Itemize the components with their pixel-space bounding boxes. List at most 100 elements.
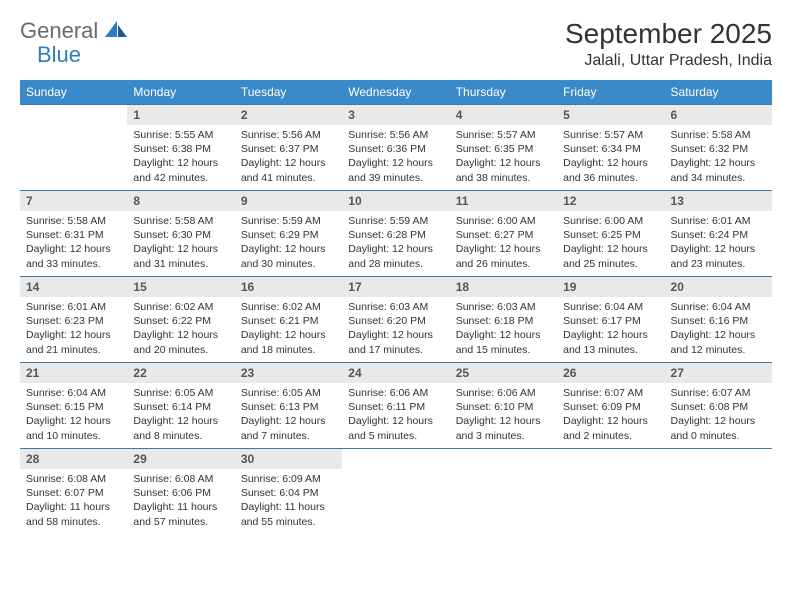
weekday-header: Thursday — [450, 80, 557, 105]
sunrise-text: Sunrise: 5:57 AM — [563, 128, 658, 142]
sunset-text: Sunset: 6:08 PM — [671, 400, 766, 414]
logo-text-general: General — [20, 18, 98, 44]
sunrise-text: Sunrise: 5:58 AM — [133, 214, 228, 228]
calendar-cell: 28Sunrise: 6:08 AMSunset: 6:07 PMDayligh… — [20, 449, 127, 535]
daylight-text: Daylight: 12 hours — [456, 414, 551, 428]
day-details: Sunrise: 6:08 AMSunset: 6:06 PMDaylight:… — [127, 469, 234, 533]
daylight-text: and 57 minutes. — [133, 515, 228, 529]
sunset-text: Sunset: 6:11 PM — [348, 400, 443, 414]
calendar-cell — [557, 449, 664, 535]
daylight-text: Daylight: 12 hours — [241, 328, 336, 342]
day-details: Sunrise: 5:58 AMSunset: 6:31 PMDaylight:… — [20, 211, 127, 275]
day-number: 19 — [557, 277, 664, 297]
daylight-text: and 3 minutes. — [456, 429, 551, 443]
sunrise-text: Sunrise: 6:07 AM — [671, 386, 766, 400]
day-details: Sunrise: 6:06 AMSunset: 6:11 PMDaylight:… — [342, 383, 449, 447]
day-details: Sunrise: 6:02 AMSunset: 6:21 PMDaylight:… — [235, 297, 342, 361]
weekday-header: Sunday — [20, 80, 127, 105]
logo-blue-row: Blue — [37, 42, 81, 68]
day-number: 30 — [235, 449, 342, 469]
daylight-text: and 38 minutes. — [456, 171, 551, 185]
daylight-text: Daylight: 12 hours — [348, 242, 443, 256]
sunrise-text: Sunrise: 5:58 AM — [26, 214, 121, 228]
daylight-text: and 25 minutes. — [563, 257, 658, 271]
daylight-text: and 21 minutes. — [26, 343, 121, 357]
daylight-text: and 58 minutes. — [26, 515, 121, 529]
daylight-text: and 0 minutes. — [671, 429, 766, 443]
day-number: 7 — [20, 191, 127, 211]
daylight-text: Daylight: 12 hours — [671, 242, 766, 256]
day-number: 25 — [450, 363, 557, 383]
daylight-text: and 42 minutes. — [133, 171, 228, 185]
sunset-text: Sunset: 6:15 PM — [26, 400, 121, 414]
sunrise-text: Sunrise: 6:04 AM — [563, 300, 658, 314]
daylight-text: and 5 minutes. — [348, 429, 443, 443]
day-number: 14 — [20, 277, 127, 297]
sunset-text: Sunset: 6:06 PM — [133, 486, 228, 500]
header: General September 2025 Jalali, Uttar Pra… — [20, 18, 772, 70]
daylight-text: Daylight: 12 hours — [456, 156, 551, 170]
day-number: 23 — [235, 363, 342, 383]
day-details: Sunrise: 6:01 AMSunset: 6:23 PMDaylight:… — [20, 297, 127, 361]
daylight-text: and 41 minutes. — [241, 171, 336, 185]
daylight-text: and 15 minutes. — [456, 343, 551, 357]
daylight-text: Daylight: 12 hours — [26, 328, 121, 342]
logo-text-blue: Blue — [37, 42, 81, 67]
daylight-text: Daylight: 11 hours — [241, 500, 336, 514]
sunrise-text: Sunrise: 6:09 AM — [241, 472, 336, 486]
weekday-header: Monday — [127, 80, 234, 105]
sunset-text: Sunset: 6:13 PM — [241, 400, 336, 414]
sunrise-text: Sunrise: 6:05 AM — [241, 386, 336, 400]
calendar-week-row: 1Sunrise: 5:55 AMSunset: 6:38 PMDaylight… — [20, 105, 772, 191]
daylight-text: and 13 minutes. — [563, 343, 658, 357]
day-number: 12 — [557, 191, 664, 211]
day-number: 4 — [450, 105, 557, 125]
daylight-text: and 8 minutes. — [133, 429, 228, 443]
calendar-cell: 27Sunrise: 6:07 AMSunset: 6:08 PMDayligh… — [665, 363, 772, 449]
day-details: Sunrise: 5:56 AMSunset: 6:36 PMDaylight:… — [342, 125, 449, 189]
day-details: Sunrise: 6:04 AMSunset: 6:16 PMDaylight:… — [665, 297, 772, 361]
daylight-text: Daylight: 12 hours — [563, 414, 658, 428]
daylight-text: and 55 minutes. — [241, 515, 336, 529]
day-details: Sunrise: 6:00 AMSunset: 6:27 PMDaylight:… — [450, 211, 557, 275]
daylight-text: Daylight: 12 hours — [348, 156, 443, 170]
daylight-text: and 18 minutes. — [241, 343, 336, 357]
sunrise-text: Sunrise: 6:05 AM — [133, 386, 228, 400]
sunrise-text: Sunrise: 6:03 AM — [348, 300, 443, 314]
calendar-cell: 2Sunrise: 5:56 AMSunset: 6:37 PMDaylight… — [235, 105, 342, 191]
calendar-cell: 24Sunrise: 6:06 AMSunset: 6:11 PMDayligh… — [342, 363, 449, 449]
calendar-week-row: 14Sunrise: 6:01 AMSunset: 6:23 PMDayligh… — [20, 277, 772, 363]
day-details: Sunrise: 6:03 AMSunset: 6:20 PMDaylight:… — [342, 297, 449, 361]
title-block: September 2025 Jalali, Uttar Pradesh, In… — [565, 18, 772, 70]
calendar-cell: 22Sunrise: 6:05 AMSunset: 6:14 PMDayligh… — [127, 363, 234, 449]
day-details: Sunrise: 6:06 AMSunset: 6:10 PMDaylight:… — [450, 383, 557, 447]
calendar-week-row: 28Sunrise: 6:08 AMSunset: 6:07 PMDayligh… — [20, 449, 772, 535]
sunset-text: Sunset: 6:31 PM — [26, 228, 121, 242]
calendar-cell: 6Sunrise: 5:58 AMSunset: 6:32 PMDaylight… — [665, 105, 772, 191]
calendar-body: 1Sunrise: 5:55 AMSunset: 6:38 PMDaylight… — [20, 105, 772, 535]
day-details: Sunrise: 5:59 AMSunset: 6:28 PMDaylight:… — [342, 211, 449, 275]
day-number: 24 — [342, 363, 449, 383]
day-number: 2 — [235, 105, 342, 125]
day-details: Sunrise: 6:05 AMSunset: 6:14 PMDaylight:… — [127, 383, 234, 447]
day-number: 15 — [127, 277, 234, 297]
sunset-text: Sunset: 6:18 PM — [456, 314, 551, 328]
month-title: September 2025 — [565, 18, 772, 50]
sunset-text: Sunset: 6:09 PM — [563, 400, 658, 414]
daylight-text: Daylight: 12 hours — [241, 414, 336, 428]
daylight-text: and 10 minutes. — [26, 429, 121, 443]
day-number: 3 — [342, 105, 449, 125]
daylight-text: and 26 minutes. — [456, 257, 551, 271]
weekday-header: Tuesday — [235, 80, 342, 105]
day-number: 17 — [342, 277, 449, 297]
sunset-text: Sunset: 6:20 PM — [348, 314, 443, 328]
day-number: 20 — [665, 277, 772, 297]
calendar-cell: 30Sunrise: 6:09 AMSunset: 6:04 PMDayligh… — [235, 449, 342, 535]
day-details: Sunrise: 5:58 AMSunset: 6:30 PMDaylight:… — [127, 211, 234, 275]
location: Jalali, Uttar Pradesh, India — [565, 52, 772, 70]
calendar-cell: 29Sunrise: 6:08 AMSunset: 6:06 PMDayligh… — [127, 449, 234, 535]
calendar-cell: 14Sunrise: 6:01 AMSunset: 6:23 PMDayligh… — [20, 277, 127, 363]
sunset-text: Sunset: 6:38 PM — [133, 142, 228, 156]
day-number: 21 — [20, 363, 127, 383]
day-details: Sunrise: 6:04 AMSunset: 6:17 PMDaylight:… — [557, 297, 664, 361]
